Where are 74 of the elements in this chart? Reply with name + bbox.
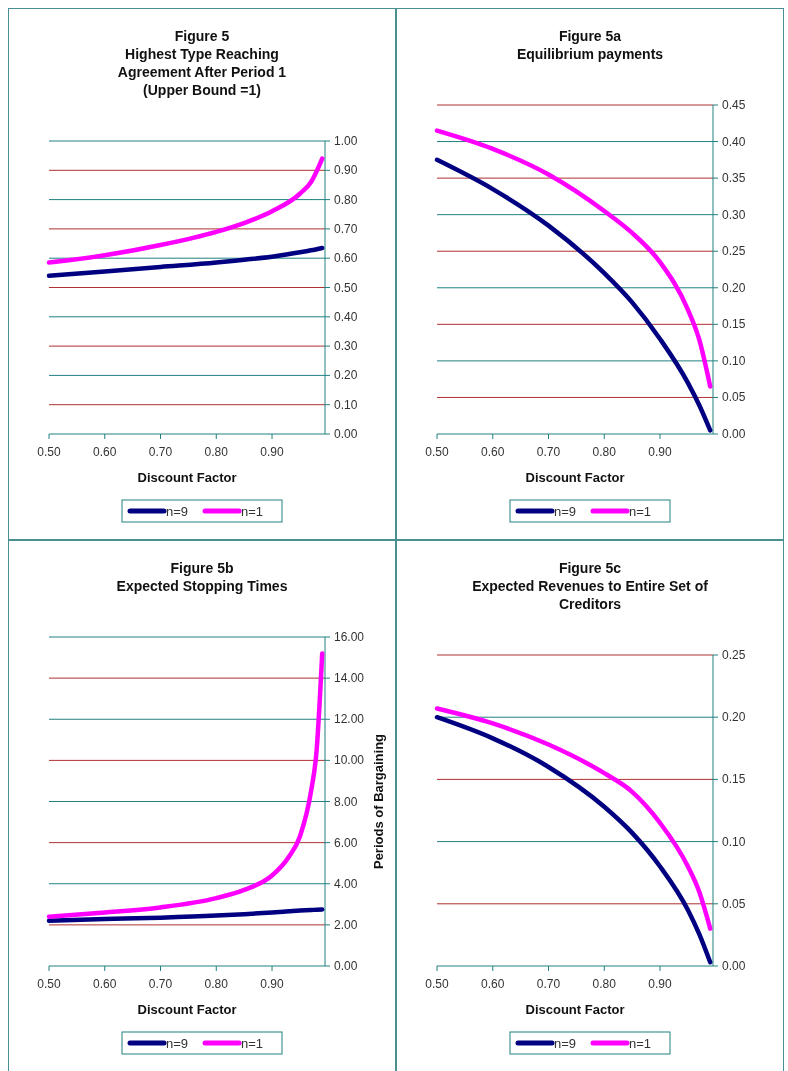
x-axis-title: Discount Factor [525, 1002, 625, 1017]
x-tick-label: 0.50 [37, 977, 61, 991]
x-tick-label: 0.90 [648, 977, 673, 991]
y-tick-label: 0.45 [722, 98, 746, 112]
legend-label: n=1 [629, 504, 652, 519]
y-tick-label: 0.05 [722, 390, 746, 405]
y-tick-label: 6.00 [334, 835, 358, 850]
y-tick-label: 8.00 [334, 794, 358, 809]
legend-label: n=1 [629, 1036, 652, 1051]
y-tick-label: 16.00 [334, 630, 365, 644]
y-tick-label: 0.20 [722, 710, 746, 725]
y-tick-label: 0.00 [334, 427, 358, 441]
y-tick-label: 0.80 [334, 192, 358, 207]
legend-label: n=1 [241, 504, 264, 519]
y-tick-label: 0.25 [722, 648, 746, 662]
legend-label: n=9 [166, 504, 189, 519]
x-tick-label: 0.80 [592, 445, 617, 459]
x-tick-label: 0.70 [536, 977, 561, 991]
x-tick-label: 0.70 [148, 977, 173, 991]
x-tick-label: 0.60 [93, 445, 117, 459]
x-tick-label: 0.60 [481, 445, 505, 459]
x-axis-title: Discount Factor [137, 1002, 237, 1017]
y-tick-label: 0.15 [722, 317, 746, 332]
x-tick-label: 0.80 [204, 977, 229, 991]
y-tick-label: 10.00 [334, 753, 365, 768]
y-tick-label: 0.50 [334, 280, 358, 295]
x-axis-title: Discount Factor [137, 470, 237, 485]
y-tick-label: 0.05 [722, 896, 746, 911]
chart-title: Figure 5b Expected Stopping Times [116, 560, 288, 594]
y-tick-label: 0.40 [334, 309, 358, 324]
y-tick-label: 0.00 [722, 427, 746, 441]
x-tick-label: 0.90 [648, 445, 673, 459]
y-tick-label: 0.10 [334, 397, 358, 412]
x-tick-label: 0.60 [481, 977, 505, 991]
x-tick-label: 0.80 [592, 977, 617, 991]
y-tick-label: 0.25 [722, 244, 746, 259]
x-tick-label: 0.50 [425, 977, 449, 991]
y-tick-label: 0.10 [722, 834, 746, 849]
y-tick-label: 0.60 [334, 251, 358, 266]
x-tick-label: 0.70 [148, 445, 173, 459]
chart-title: Figure 5c Expected Revenues to Entire Set of Creditors [472, 560, 709, 612]
x-tick-label: 0.80 [204, 445, 229, 459]
y-tick-label: 12.00 [334, 712, 365, 727]
y-tick-label: 0.20 [334, 368, 358, 383]
y-tick-label: 0.00 [334, 959, 358, 973]
chart-title: Figure 5a Equilibrium payments [516, 28, 664, 62]
y-tick-label: 0.30 [334, 339, 358, 354]
y-tick-label: 0.40 [722, 134, 746, 149]
y-tick-label: 0.90 [334, 163, 358, 178]
y-tick-label: 0.30 [722, 207, 746, 222]
y-tick-label: 2.00 [334, 917, 358, 932]
line-series [46, 907, 325, 924]
chart-title: Figure 5 Highest Type Reaching Agreement After Period 1 (Upper Bound =1) [117, 28, 287, 98]
y-tick-label: 14.00 [334, 671, 365, 686]
legend-label: n=9 [554, 1036, 577, 1051]
x-tick-label: 0.90 [260, 977, 285, 991]
y-tick-label: 0.20 [722, 280, 746, 295]
legend-label: n=9 [166, 1036, 189, 1051]
x-tick-label: 0.50 [425, 445, 449, 459]
y-tick-label: 0.70 [334, 221, 358, 236]
y-tick-label: 0.00 [722, 959, 746, 973]
legend-label: n=9 [554, 504, 577, 519]
y-tick-label: 0.15 [722, 772, 746, 787]
legend-label: n=1 [241, 1036, 264, 1051]
x-tick-label: 0.90 [260, 445, 285, 459]
y-axis-title: Periods of Bargaining [371, 733, 386, 870]
y-tick-label: 0.10 [722, 353, 746, 368]
x-tick-label: 0.60 [93, 977, 117, 991]
y-tick-label: 1.00 [334, 134, 358, 148]
x-tick-label: 0.70 [536, 445, 561, 459]
y-tick-label: 0.35 [722, 171, 746, 186]
x-tick-label: 0.50 [37, 445, 61, 459]
y-tick-label: 4.00 [334, 876, 358, 891]
x-axis-title: Discount Factor [525, 470, 625, 485]
